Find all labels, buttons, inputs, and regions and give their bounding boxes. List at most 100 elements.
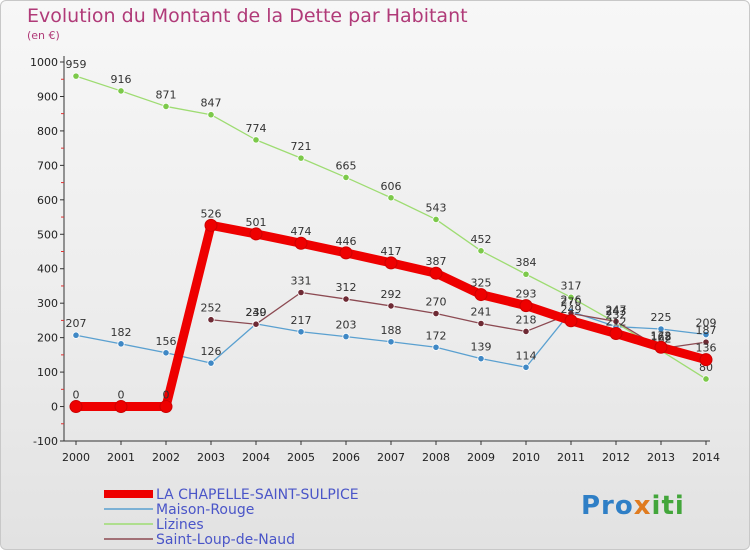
y-tick-label: 600 bbox=[37, 194, 58, 207]
data-point-la-chapelle-saint-sulpice bbox=[654, 340, 668, 354]
data-label-la-chapelle-saint-sulpice: 0 bbox=[163, 389, 170, 402]
data-label-la-chapelle-saint-sulpice: 0 bbox=[118, 389, 125, 402]
data-point-lizines bbox=[387, 194, 395, 202]
data-label-lizines: 871 bbox=[156, 88, 177, 101]
data-point-saint-loup-de-naud bbox=[387, 302, 395, 310]
y-tick-label: 0 bbox=[51, 401, 58, 414]
data-label-la-chapelle-saint-sulpice: 501 bbox=[246, 216, 267, 229]
data-point-la-chapelle-saint-sulpice bbox=[204, 218, 218, 232]
data-point-la-chapelle-saint-sulpice bbox=[609, 327, 623, 341]
data-label-la-chapelle-saint-sulpice: 293 bbox=[516, 288, 537, 301]
data-label-lizines: 774 bbox=[246, 122, 267, 135]
data-point-la-chapelle-saint-sulpice bbox=[474, 288, 488, 302]
series-line-saint-loup-de-naud bbox=[210, 291, 707, 350]
data-label-la-chapelle-saint-sulpice: 417 bbox=[381, 245, 402, 258]
data-point-la-chapelle-saint-sulpice bbox=[429, 266, 443, 280]
data-label-la-chapelle-saint-sulpice: 526 bbox=[201, 207, 222, 220]
data-label-maison-rouge: 114 bbox=[516, 349, 537, 362]
y-tick-label: 900 bbox=[37, 90, 58, 103]
data-point-la-chapelle-saint-sulpice bbox=[69, 400, 83, 414]
data-label-saint-loup-de-naud: 247 bbox=[606, 303, 627, 316]
data-point-lizines bbox=[342, 173, 350, 182]
y-tick-label: -100 bbox=[33, 435, 58, 448]
data-label-maison-rouge: 203 bbox=[336, 319, 357, 332]
legend-label-lizines: Lizines bbox=[156, 517, 204, 533]
data-label-la-chapelle-saint-sulpice: 249 bbox=[561, 303, 582, 316]
y-tick-label: 300 bbox=[37, 297, 58, 310]
data-label-lizines: 959 bbox=[66, 58, 87, 71]
data-point-saint-loup-de-naud bbox=[522, 327, 530, 336]
data-point-maison-rouge bbox=[522, 363, 530, 371]
logo-part-1: Pro bbox=[581, 491, 634, 521]
data-point-la-chapelle-saint-sulpice bbox=[159, 400, 173, 414]
data-label-maison-rouge: 156 bbox=[156, 335, 177, 348]
data-label-lizines: 665 bbox=[336, 159, 357, 172]
data-point-lizines bbox=[252, 136, 260, 144]
data-point-lizines bbox=[72, 72, 80, 80]
data-point-maison-rouge bbox=[207, 359, 215, 367]
data-point-maison-rouge bbox=[72, 331, 80, 339]
data-point-saint-loup-de-naud bbox=[297, 288, 305, 297]
data-point-lizines bbox=[522, 270, 530, 278]
chart-title: Evolution du Montant de la Dette par Hab… bbox=[27, 5, 468, 27]
x-tick-label: 2009 bbox=[467, 451, 495, 464]
data-label-maison-rouge: 240 bbox=[246, 306, 267, 319]
x-tick-label: 2005 bbox=[287, 451, 315, 464]
data-label-maison-rouge: 182 bbox=[111, 326, 132, 339]
data-label-saint-loup-de-naud: 270 bbox=[561, 296, 582, 309]
data-point-lizines bbox=[162, 102, 170, 111]
data-label-lizines: 847 bbox=[201, 97, 222, 110]
data-point-la-chapelle-saint-sulpice bbox=[384, 256, 398, 270]
data-label-lizines: 543 bbox=[426, 201, 447, 214]
data-label-saint-loup-de-naud: 241 bbox=[471, 306, 492, 319]
data-point-maison-rouge bbox=[387, 338, 395, 346]
data-point-lizines bbox=[432, 215, 440, 224]
data-label-maison-rouge: 217 bbox=[291, 314, 312, 327]
y-tick-label: 1000 bbox=[30, 56, 58, 69]
data-point-maison-rouge bbox=[297, 328, 305, 336]
y-tick-label: 400 bbox=[37, 263, 58, 276]
data-label-maison-rouge: 232 bbox=[606, 309, 627, 322]
data-label-saint-loup-de-naud: 239 bbox=[246, 306, 267, 319]
data-point-lizines bbox=[207, 111, 215, 119]
data-point-saint-loup-de-naud bbox=[252, 320, 260, 328]
x-tick-label: 2003 bbox=[197, 451, 225, 464]
data-point-maison-rouge bbox=[432, 343, 440, 351]
data-point-la-chapelle-saint-sulpice bbox=[294, 236, 308, 250]
data-label-la-chapelle-saint-sulpice: 136 bbox=[696, 342, 717, 355]
x-tick-label: 2002 bbox=[152, 451, 180, 464]
data-label-la-chapelle-saint-sulpice: 474 bbox=[291, 225, 312, 238]
data-label-saint-loup-de-naud: 187 bbox=[696, 324, 717, 337]
data-point-la-chapelle-saint-sulpice bbox=[249, 227, 263, 241]
data-label-la-chapelle-saint-sulpice: 446 bbox=[336, 235, 357, 248]
data-point-la-chapelle-saint-sulpice bbox=[564, 314, 578, 328]
data-point-maison-rouge bbox=[657, 325, 665, 333]
data-label-la-chapelle-saint-sulpice: 212 bbox=[606, 316, 627, 329]
data-label-lizines: 606 bbox=[381, 180, 402, 193]
data-label-lizines: 916 bbox=[111, 73, 132, 86]
x-tick-label: 2007 bbox=[377, 451, 405, 464]
data-point-maison-rouge bbox=[342, 333, 350, 341]
data-point-lizines bbox=[477, 247, 485, 255]
x-tick-label: 2004 bbox=[242, 451, 270, 464]
data-label-saint-loup-de-naud: 331 bbox=[291, 275, 312, 288]
x-tick-label: 2012 bbox=[602, 451, 630, 464]
data-label-saint-loup-de-naud: 168 bbox=[651, 331, 672, 344]
data-label-maison-rouge: 172 bbox=[426, 329, 447, 342]
data-point-saint-loup-de-naud bbox=[432, 309, 440, 318]
data-label-lizines: 721 bbox=[291, 140, 312, 153]
legend-label-maison-rouge: Maison-Rouge bbox=[156, 502, 254, 518]
data-point-lizines bbox=[567, 293, 575, 301]
data-label-la-chapelle-saint-sulpice: 387 bbox=[426, 255, 447, 268]
x-tick-label: 2001 bbox=[107, 451, 135, 464]
data-point-maison-rouge bbox=[162, 349, 170, 357]
data-point-la-chapelle-saint-sulpice bbox=[519, 299, 533, 313]
y-tick-label: 500 bbox=[37, 228, 58, 241]
x-tick-label: 2011 bbox=[557, 451, 585, 464]
data-point-saint-loup-de-naud bbox=[702, 338, 710, 346]
data-point-la-chapelle-saint-sulpice bbox=[699, 353, 713, 367]
data-label-maison-rouge: 126 bbox=[201, 345, 222, 358]
legend-label-saint-loup-de-naud: Saint-Loup-de-Naud bbox=[156, 532, 295, 548]
x-tick-label: 2008 bbox=[422, 451, 450, 464]
